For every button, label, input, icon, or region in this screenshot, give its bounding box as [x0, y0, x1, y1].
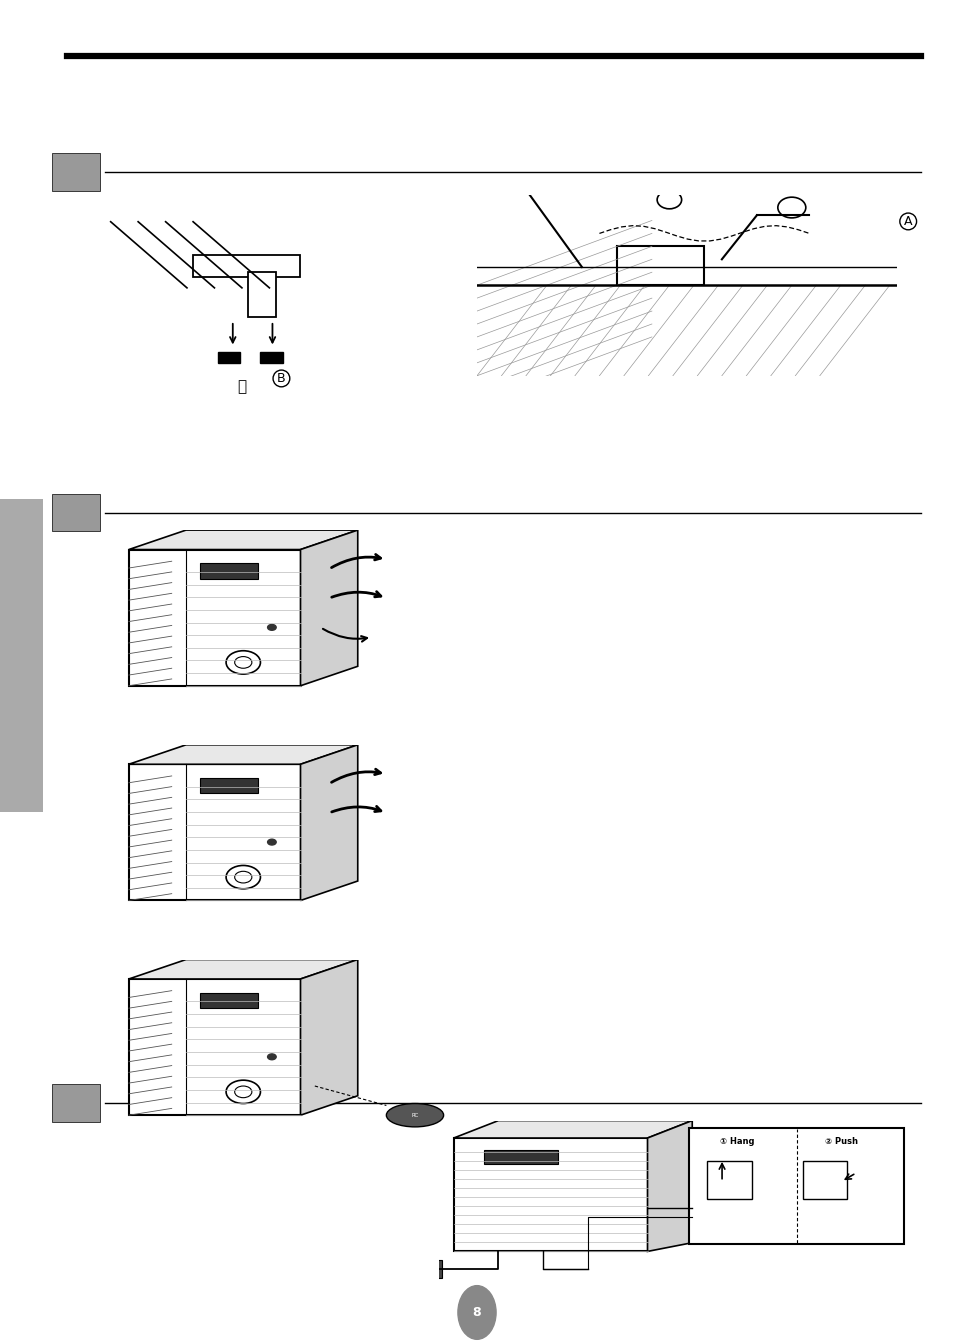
Text: B: B — [276, 372, 286, 385]
Bar — [52, 494, 100, 531]
Circle shape — [457, 1286, 496, 1339]
Bar — [52, 1084, 100, 1122]
Text: A: A — [903, 215, 911, 228]
Text: 8: 8 — [472, 1306, 481, 1319]
Bar — [52, 153, 100, 191]
Bar — [0, 499, 43, 812]
